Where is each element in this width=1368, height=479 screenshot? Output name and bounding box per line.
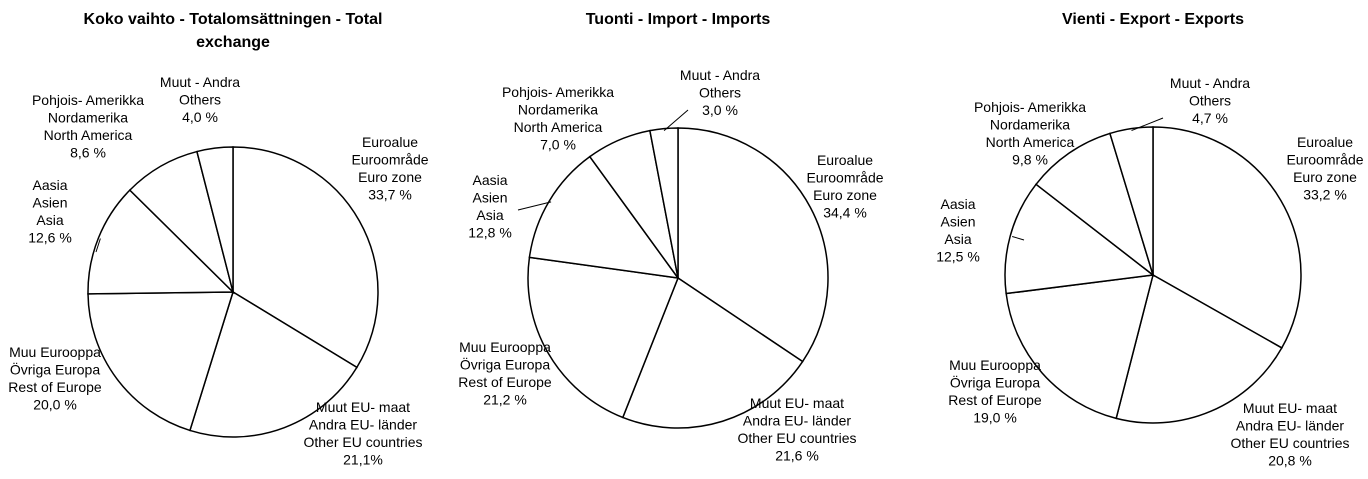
slice-label: Euroområde — [351, 152, 428, 168]
slice-label: Euro zone — [813, 187, 877, 203]
value-label: 9,8 % — [1012, 152, 1048, 168]
value-label: 3,0 % — [702, 102, 738, 118]
chart-title: Koko vaihto - Totalomsättningen - Total … — [83, 11, 383, 51]
slice-label: Asia — [36, 212, 63, 228]
value-label: 12,8 % — [468, 225, 512, 241]
pie-slice — [1152, 126, 1302, 349]
pie-slice — [87, 291, 235, 432]
slice-label: Rest of Europe — [458, 374, 552, 390]
value-label: 21,2 % — [483, 392, 527, 408]
slice-label: Others — [1189, 93, 1231, 109]
slice-label: Other EU countries — [303, 434, 422, 450]
pie-slice — [188, 290, 358, 438]
slice-label: North America — [514, 119, 603, 135]
value-label: 33,7 % — [368, 187, 412, 203]
slice-label: Euro zone — [1293, 169, 1357, 185]
slice-label: Nordamerika — [990, 117, 1070, 133]
slice-label: Muut - Andra — [1170, 75, 1250, 91]
slice-label: Asien — [940, 214, 975, 230]
slice-label: Others — [179, 92, 221, 108]
slice-label: Asien — [32, 195, 67, 211]
slice-label: Aasia — [940, 196, 975, 212]
value-label: 21,1% — [343, 452, 383, 468]
slice-label: Andra EU- länder — [309, 417, 418, 433]
pie-slice — [196, 146, 234, 293]
value-label: 8,6 % — [70, 145, 106, 161]
slice-label: Aasia — [472, 172, 507, 188]
slice-label: Muu Eurooppa — [9, 344, 101, 360]
slice-label: Muut EU- maat — [750, 395, 844, 411]
slice-label: Nordamerika — [48, 110, 128, 126]
slice-label: Muut EU- maat — [1243, 400, 1337, 416]
slice-label: Aasia — [32, 177, 67, 193]
slice-label: Euroalue — [817, 152, 873, 168]
pie-slice — [1035, 132, 1155, 278]
value-label: 20,8 % — [1268, 453, 1312, 469]
pie-slice — [232, 146, 379, 369]
pie-slice — [677, 127, 829, 363]
value-label: 21,6 % — [775, 448, 819, 464]
pie-slice — [1108, 126, 1154, 276]
slice-label: Pohjois- Amerikka — [502, 84, 614, 100]
slice-label: Muut EU- maat — [316, 399, 410, 415]
value-label: 19,0 % — [973, 410, 1017, 426]
pie-slice — [1004, 183, 1155, 295]
pie-slice — [528, 155, 680, 279]
value-label: 4,7 % — [1192, 110, 1228, 126]
value-label: 33,2 % — [1303, 187, 1347, 203]
pie-slice — [527, 256, 680, 419]
pie-slice — [649, 127, 679, 279]
leader-line — [663, 109, 689, 132]
slice-label: Muut - Andra — [160, 74, 240, 90]
slice-label: Pohjois- Amerikka — [32, 92, 144, 108]
pie-slice — [621, 276, 804, 429]
pie-slice — [87, 189, 235, 295]
slice-label: Andra EU- länder — [743, 413, 852, 429]
slice-label: Euroområde — [1286, 152, 1363, 168]
slice-label: Andra EU- länder — [1236, 418, 1345, 434]
slice-label: Euroalue — [362, 134, 418, 150]
slice-label: Muut - Andra — [680, 67, 760, 83]
chart-title: Vienti - Export - Exports — [1062, 11, 1244, 28]
slice-label: North America — [986, 134, 1075, 150]
leader-line — [1012, 235, 1025, 241]
value-label: 20,0 % — [33, 397, 77, 413]
slice-label: Other EU countries — [1230, 435, 1349, 451]
slice-label: Euroområde — [806, 170, 883, 186]
slice-label: Muu Eurooppa — [949, 357, 1041, 373]
value-label: 34,4 % — [823, 205, 867, 221]
slice-label: Asien — [472, 190, 507, 206]
slice-label: Others — [699, 85, 741, 101]
slice-label: North America — [44, 127, 133, 143]
leader-line — [95, 238, 101, 253]
slice-label: Asia — [944, 231, 971, 247]
slice-label: Övriga Europa — [460, 356, 550, 373]
slice-label: Nordamerika — [518, 102, 598, 118]
slice-label: Övriga Europa — [950, 374, 1040, 391]
slice-label: Asia — [476, 207, 503, 223]
value-label: 12,6 % — [28, 230, 72, 246]
slice-label: Rest of Europe — [8, 379, 102, 395]
pie-slice — [1005, 274, 1155, 420]
value-label: 7,0 % — [540, 137, 576, 153]
slice-label: Muu Eurooppa — [459, 339, 551, 355]
slice-label: Euroalue — [1297, 134, 1353, 150]
value-label: 12,5 % — [936, 249, 980, 265]
slice-label: Rest of Europe — [948, 392, 1042, 408]
slice-label: Other EU countries — [737, 430, 856, 446]
slice-label: Euro zone — [358, 169, 422, 185]
leader-line — [517, 201, 552, 211]
leader-line — [1131, 117, 1164, 132]
slice-label: Övriga Europa — [10, 361, 100, 378]
pie-slice — [1115, 273, 1283, 424]
value-label: 4,0 % — [182, 109, 218, 125]
slice-label: Pohjois- Amerikka — [974, 99, 1086, 115]
chart-title: Tuonti - Import - Imports — [585, 11, 771, 28]
